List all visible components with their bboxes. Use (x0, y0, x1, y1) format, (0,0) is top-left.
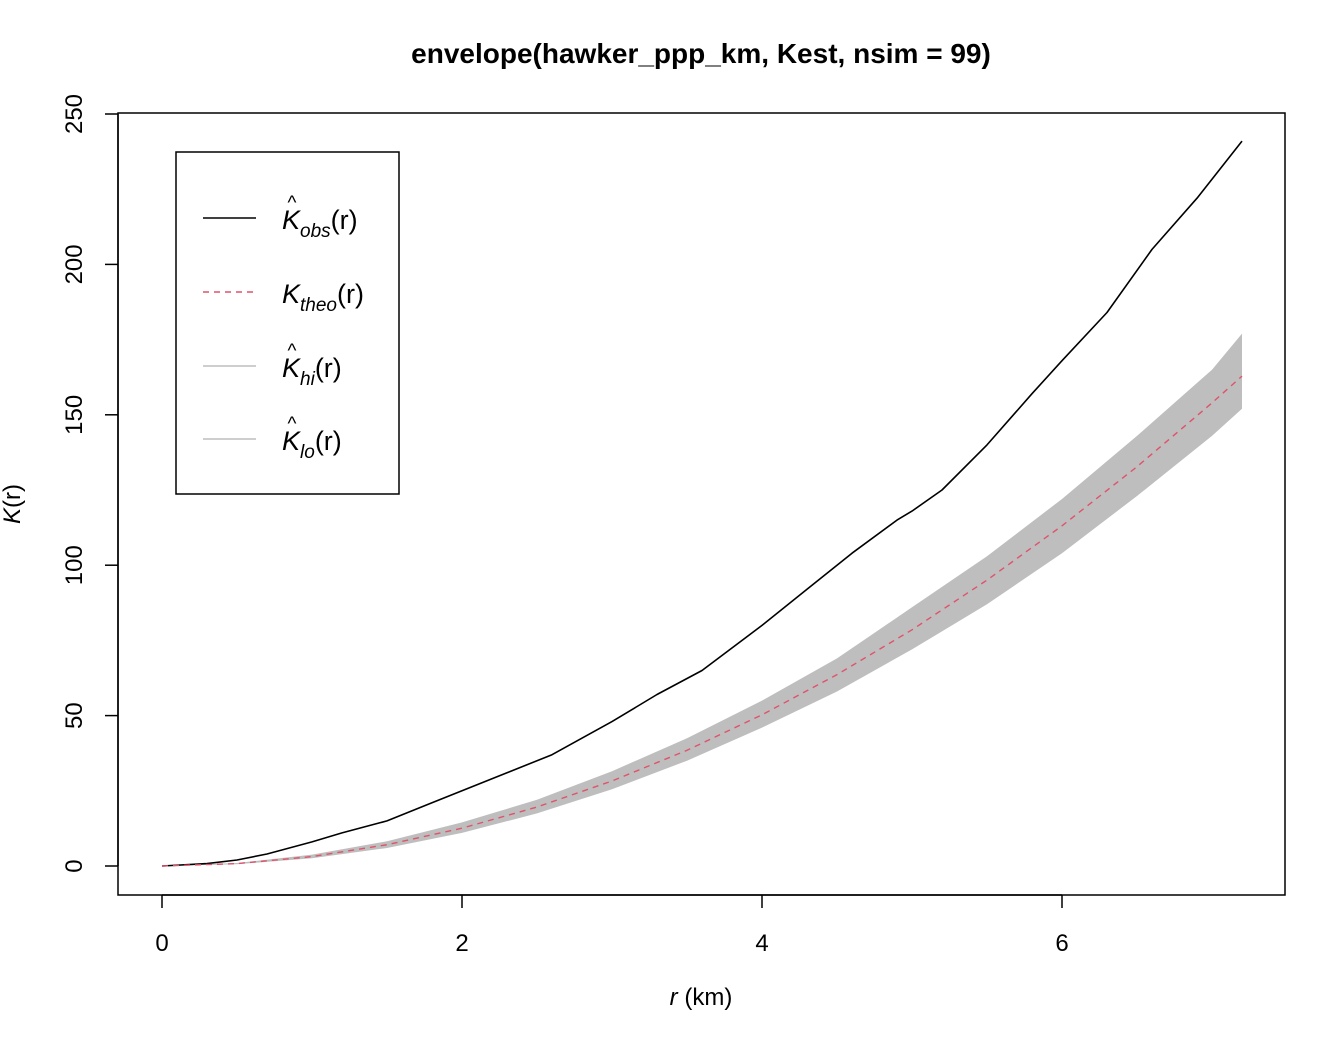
x-axis: 0 2 4 6 (155, 894, 1069, 957)
legend-arg: (r) (315, 426, 342, 456)
legend-label-hi: Khi(r) (282, 353, 342, 390)
legend-hat: ^ (288, 341, 297, 362)
x-tick-label: 2 (455, 930, 468, 957)
legend-label-obs: Kobs(r) (282, 205, 358, 242)
y-tick-label: 150 (61, 395, 88, 435)
y-tick-label: 200 (61, 244, 88, 284)
y-tick-label: 100 (61, 545, 88, 585)
x-axis-label: r (km) (670, 984, 733, 1011)
legend-subscript: hi (300, 369, 316, 390)
x-tick-label: 6 (1055, 930, 1068, 957)
x-axis-symbol: r (670, 984, 679, 1011)
legend-symbol: K (282, 205, 301, 235)
series-line-theo (161, 375, 1243, 867)
legend: Kobs(r)^Ktheo(r)Khi(r)^Klo(r)^ (175, 151, 400, 495)
legend-arg: (r) (337, 279, 364, 309)
legend-subscript: obs (300, 221, 331, 242)
y-axis-arg: (r) (0, 484, 26, 508)
x-tick-label: 4 (755, 930, 768, 957)
legend-arg: (r) (331, 205, 358, 235)
y-tick-label: 50 (61, 702, 88, 729)
y-axis: 0 50 100 150 200 250 (61, 94, 119, 873)
y-axis-symbol: K (0, 507, 26, 524)
series-line-obs (161, 140, 1243, 867)
plot-area (161, 140, 1243, 867)
legend-subscript: theo (300, 295, 337, 316)
y-tick-label: 250 (61, 94, 88, 134)
legend-symbol: K (282, 279, 301, 309)
x-tick-label: 0 (155, 930, 168, 957)
legend-label-lo: Klo(r) (282, 426, 342, 463)
legend-hat: ^ (288, 414, 297, 435)
legend-arg: (r) (315, 353, 342, 383)
chart-title: envelope(hawker_ppp_km, Kest, nsim = 99) (411, 38, 991, 69)
legend-box (175, 151, 400, 495)
legend-symbol: K (282, 426, 301, 456)
legend-subscript: lo (300, 442, 315, 463)
legend-label-theo: Ktheo(r) (282, 279, 364, 316)
legend-symbol: K (282, 353, 301, 383)
y-tick-label: 0 (61, 859, 88, 872)
y-axis-label: K(r) (0, 484, 26, 524)
legend-hat: ^ (288, 193, 297, 214)
x-axis-unit: (km) (678, 984, 733, 1011)
